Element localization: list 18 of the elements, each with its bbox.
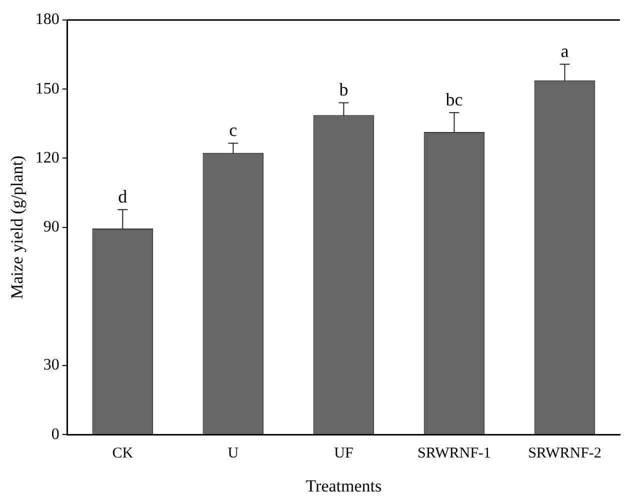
annotation: bc — [446, 89, 463, 110]
x-axis-title: Treatments — [306, 476, 382, 496]
y-tick-label: 180 — [35, 11, 60, 28]
x-tick-label: U — [228, 446, 239, 462]
y-tick-label: 120 — [35, 149, 60, 166]
y-tick-label: 30 — [43, 356, 60, 374]
annotation: c — [229, 120, 238, 140]
annotation: d — [118, 186, 128, 206]
annotation: b — [339, 79, 348, 100]
annotation: a — [560, 40, 569, 61]
x-tick-label: UF — [334, 446, 354, 462]
y-tick-label: 150 — [35, 80, 60, 98]
x-tick-label: SRWRNF-2 — [528, 446, 602, 462]
y-tick-label: 0 — [51, 426, 60, 443]
y-tick-label: 90 — [43, 218, 60, 236]
x-tick-label: CK — [112, 446, 134, 462]
x-tick-label: SRWRNF-1 — [418, 446, 491, 462]
y-axis-title: Maize yield (g/plant) — [8, 156, 27, 300]
